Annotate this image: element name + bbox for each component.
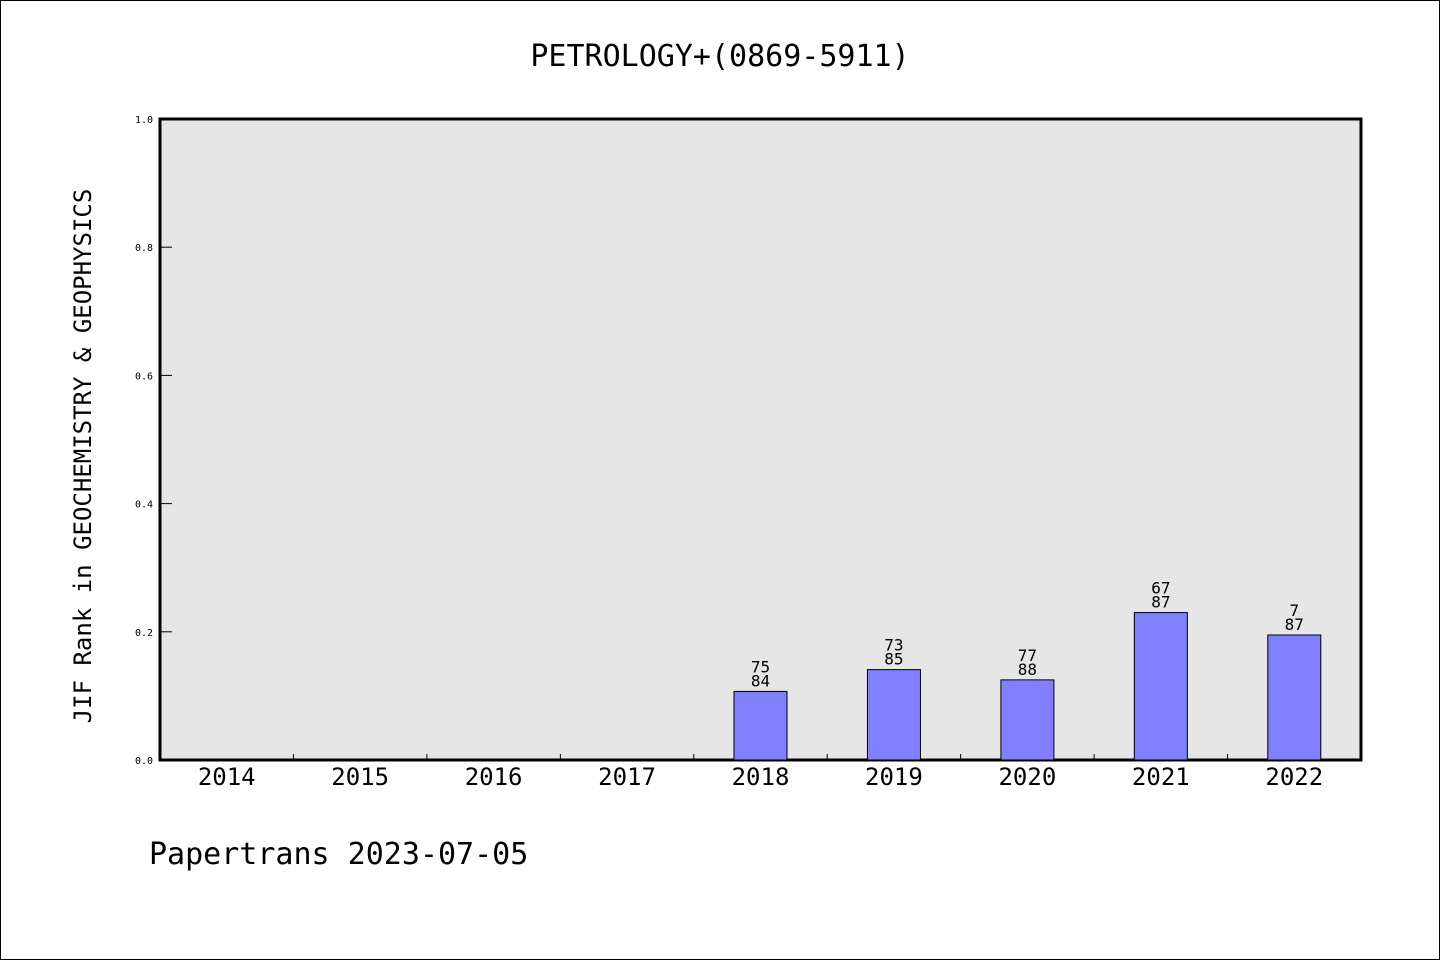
x-tick-label: 2019 — [865, 763, 923, 791]
x-tick-label: 2018 — [732, 763, 790, 791]
bar-total-label: 87 — [1151, 593, 1170, 612]
x-tick-label: 2016 — [465, 763, 523, 791]
x-tick-label: 2021 — [1132, 763, 1190, 791]
bar — [1267, 634, 1322, 761]
bar — [1000, 679, 1055, 761]
x-tick-label: 2017 — [598, 763, 656, 791]
bar-rank-label: 73 — [884, 636, 903, 655]
bar-rank-label: 75 — [751, 657, 770, 676]
bar-rank-label: 7 — [1289, 601, 1299, 620]
y-axis-label: JIF Rank in GEOCHEMISTRY & GEOPHYSICS — [69, 189, 97, 724]
x-tick-label: 2015 — [331, 763, 389, 791]
bar — [1133, 612, 1188, 761]
y-tick-label: 0.6 — [135, 371, 153, 382]
y-tick-label: 0.8 — [135, 243, 153, 254]
bar-total-label: 84 — [751, 671, 770, 690]
bar-rank-label: 77 — [1018, 646, 1037, 665]
y-tick-label: 0.4 — [135, 500, 153, 511]
y-tick-label: 0.0 — [135, 756, 153, 767]
chart-title: PETROLOGY+(0869-5911) — [530, 39, 909, 74]
bar-total-label: 85 — [884, 650, 903, 669]
y-tick-label: 0.2 — [135, 628, 153, 639]
bar-total-label: 87 — [1285, 615, 1304, 634]
bar — [866, 669, 921, 761]
bar-total-label: 88 — [1018, 660, 1037, 679]
bar-rank-label: 67 — [1151, 579, 1170, 598]
x-tick-label: 2020 — [998, 763, 1056, 791]
x-tick-label: 2022 — [1265, 763, 1323, 791]
footer-text: Papertrans 2023-07-05 — [149, 837, 528, 872]
y-tick-label: 1.0 — [135, 115, 153, 126]
x-tick-label: 2014 — [198, 763, 256, 791]
ticks-layer: 0.0 0.2 0.4 0.6 0.8 1.0 2014 2015 2016 2017 2018 20… — [135, 115, 1323, 791]
bar — [733, 690, 788, 761]
